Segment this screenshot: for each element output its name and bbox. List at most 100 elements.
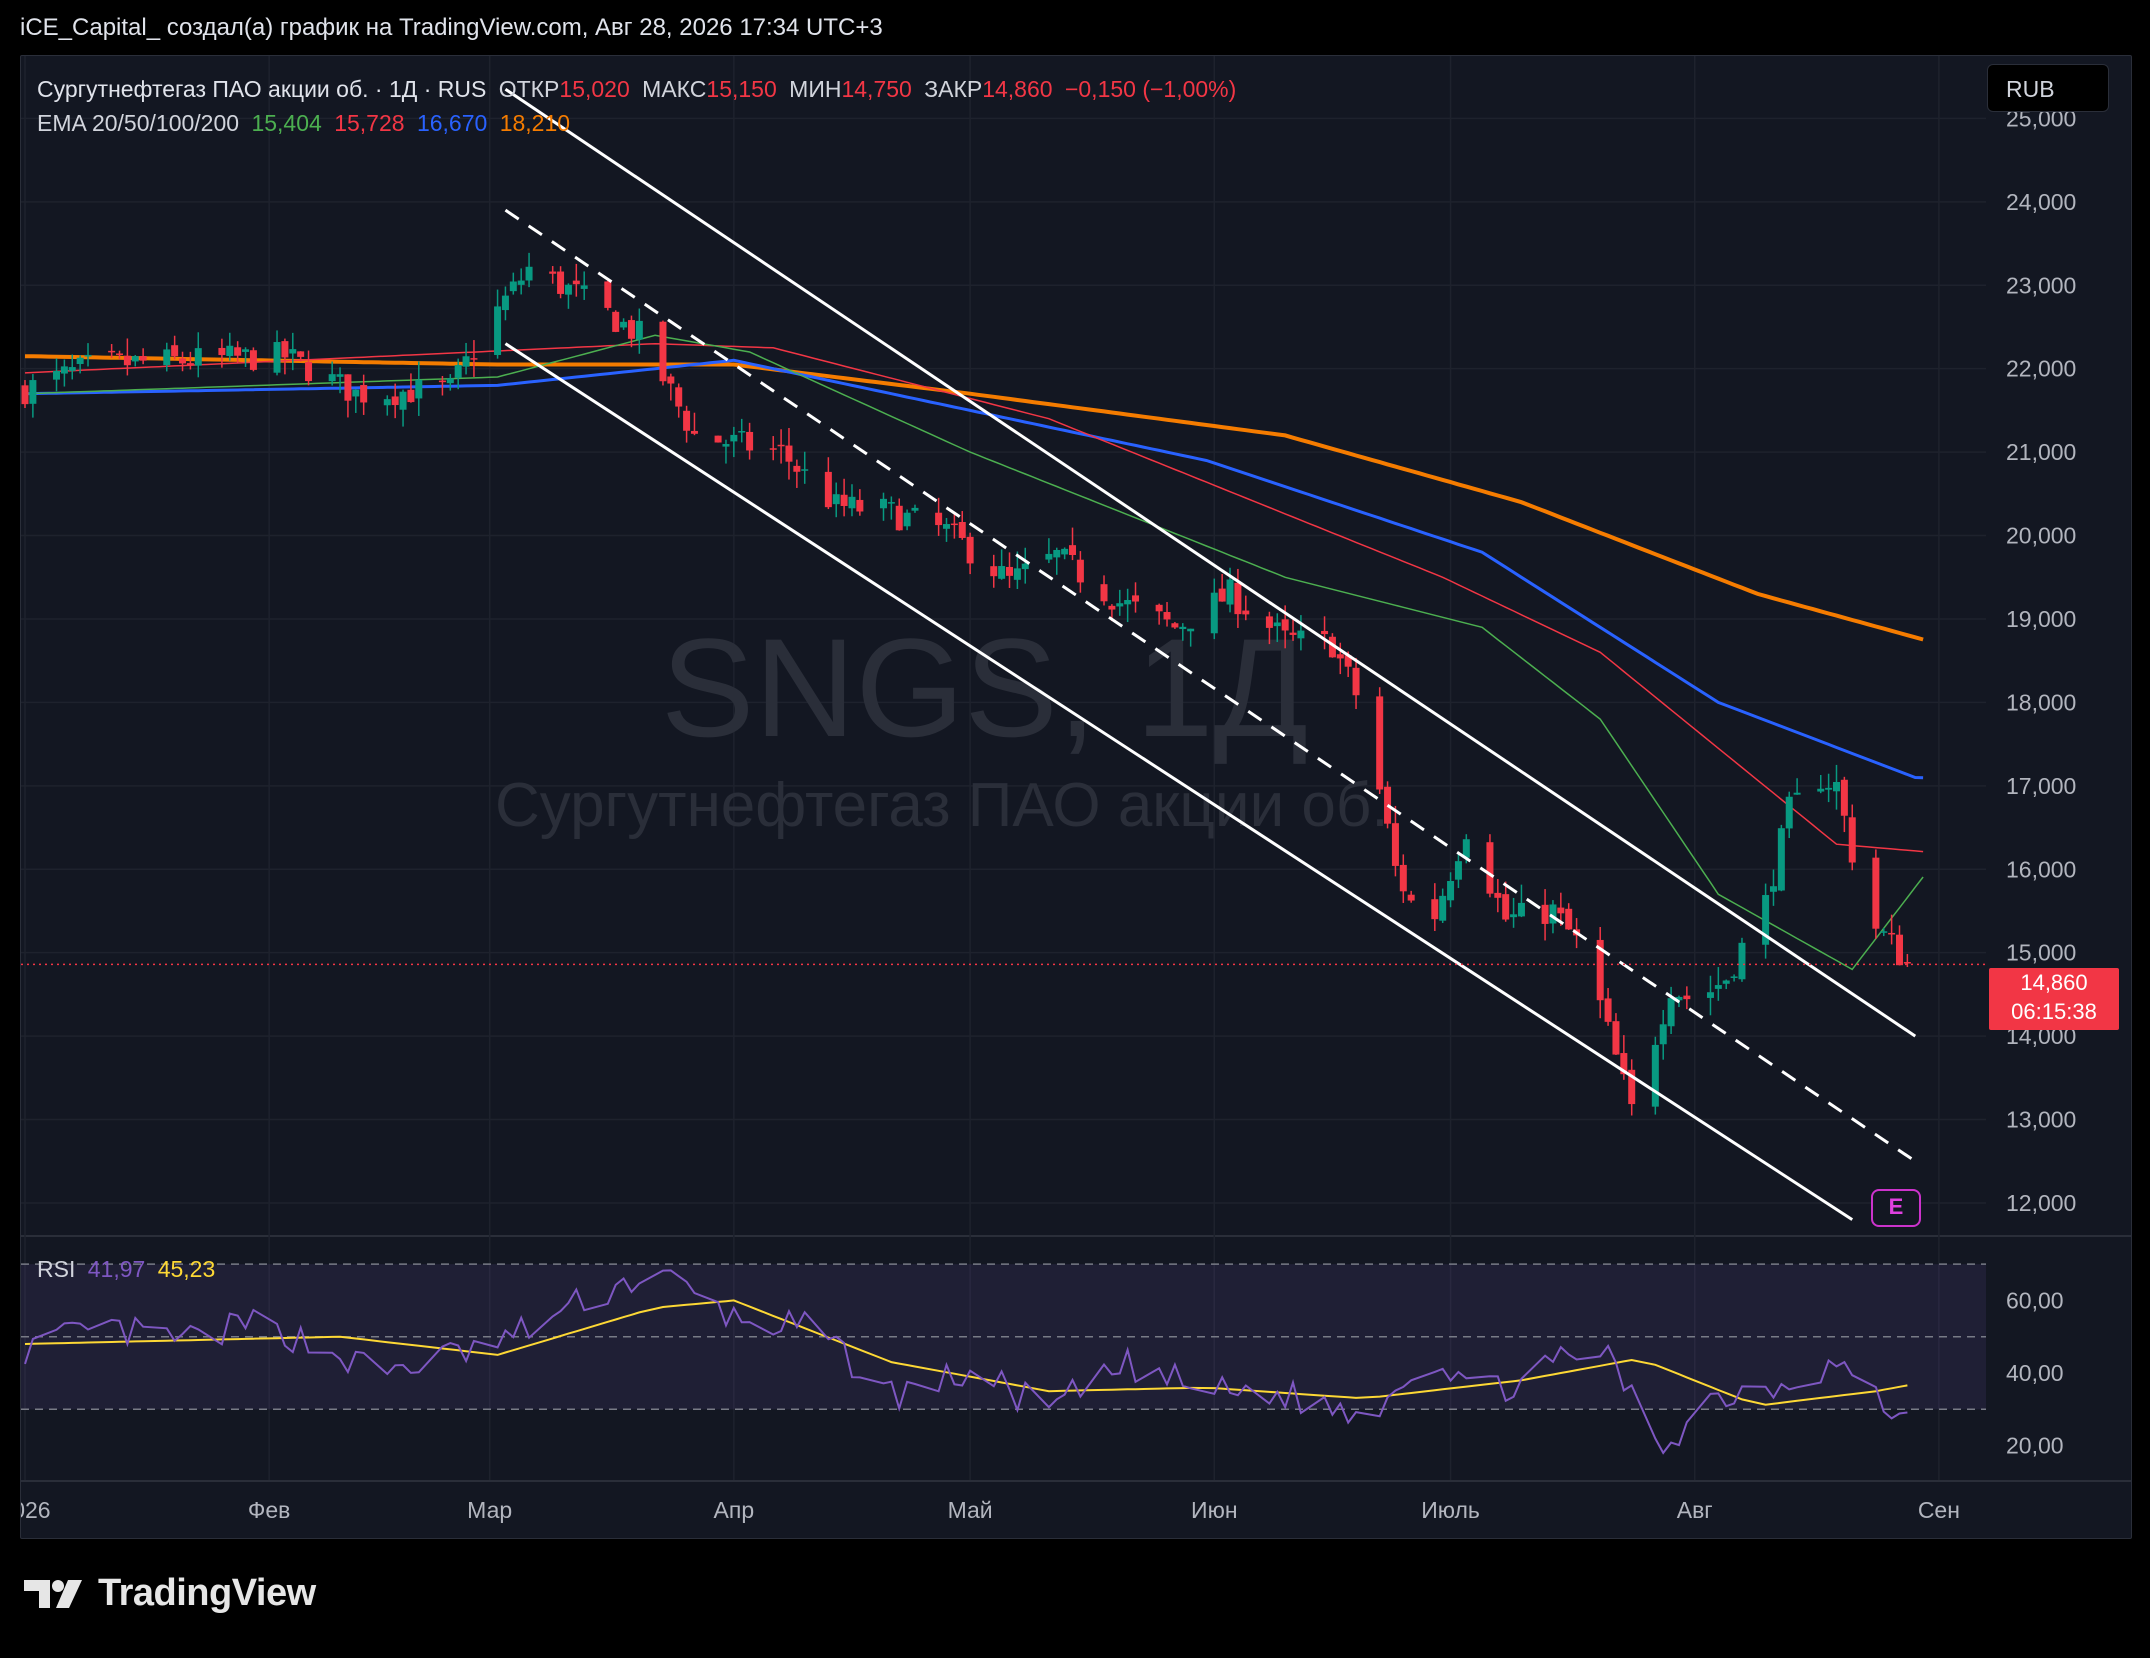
- time-axis: 2026 Фев Мар Апр Май Июн Июль Авг Сен: [21, 1497, 1960, 1523]
- legend-open: 15,020: [559, 76, 630, 102]
- last-price-tag: 14,860 06:15:38: [1989, 968, 2119, 1030]
- candle-down: [746, 431, 754, 451]
- candle-up: [352, 389, 360, 397]
- candle-down: [627, 320, 635, 339]
- legend-high-label: МАКС: [642, 76, 707, 102]
- candle-up: [1785, 796, 1793, 829]
- candle-up: [131, 356, 139, 362]
- candle-up: [194, 348, 202, 366]
- candle-down: [1848, 817, 1856, 863]
- candle-up: [1510, 914, 1518, 918]
- chart-panel[interactable]: SNGS, 1Д Сургутнефтегаз ПАО акции об. 20…: [20, 55, 2132, 1539]
- tradingview-logo[interactable]: TradingView: [24, 1572, 316, 1615]
- candle-down: [1888, 932, 1896, 935]
- candle-down: [1565, 908, 1573, 930]
- time-tick-label: Мар: [467, 1497, 512, 1523]
- candle-down: [714, 435, 722, 443]
- legend-symbol: Сургутнефтегаз ПАО акции об. · 1Д · RUS: [37, 76, 487, 102]
- candle-up: [620, 321, 628, 328]
- last-price-value: 14,860: [2020, 970, 2088, 995]
- candle-down: [1352, 667, 1360, 696]
- candle-down: [21, 385, 29, 405]
- candle-up: [1517, 902, 1525, 917]
- candle-down: [1006, 566, 1014, 576]
- price-tick-label: 13,000: [2006, 1107, 2076, 1133]
- candles: [21, 252, 1911, 1116]
- candle-up: [1832, 781, 1840, 792]
- candle-up: [722, 444, 730, 447]
- candle-up: [1447, 881, 1455, 901]
- legend-open-label: ОТКР: [498, 76, 560, 102]
- price-tick-label: 21,000: [2006, 439, 2076, 465]
- candle-up: [1297, 630, 1305, 639]
- legend-change: −0,150 (−1,00%): [1064, 76, 1237, 102]
- candle-up: [76, 357, 84, 364]
- rsi-line: [24, 1269, 1908, 1455]
- candle-up: [1659, 1024, 1667, 1045]
- legend-rsi: RSI 41,97 45,23: [37, 1256, 221, 1283]
- candle-down: [958, 522, 966, 538]
- candle-down: [1407, 894, 1415, 901]
- time-tick-label: Июн: [1191, 1497, 1237, 1523]
- candle-up: [53, 370, 61, 380]
- time-tick-label: Май: [948, 1497, 993, 1523]
- candle-up: [1714, 985, 1722, 989]
- candle-up: [60, 366, 68, 374]
- candle-up: [1825, 787, 1833, 790]
- candle-up: [1013, 568, 1021, 580]
- candle-down: [1840, 779, 1848, 816]
- price-tick-label: 23,000: [2006, 272, 2076, 298]
- candle-down: [171, 345, 179, 357]
- candle-up: [273, 342, 281, 373]
- channel-boundary: [504, 342, 1854, 1221]
- price-tick-label: 20,000: [2006, 523, 2076, 549]
- candle-up: [517, 280, 525, 285]
- watermark-name: Сургутнефтегаз ПАО акции об.: [495, 771, 1389, 840]
- candle-down: [1557, 907, 1565, 914]
- candle-up: [1730, 976, 1738, 978]
- price-tick-label: 16,000: [2006, 856, 2076, 882]
- rsi-tick-label: 60,00: [2006, 1287, 2064, 1313]
- candle-down: [305, 361, 313, 382]
- legend-ema-label: EMA 20/50/100/200: [37, 110, 240, 136]
- ema100-line: [24, 358, 1924, 780]
- candle-down: [604, 281, 612, 308]
- candle-down: [1328, 636, 1336, 658]
- candle-up: [328, 374, 336, 382]
- candle-down: [1494, 892, 1502, 898]
- price-tick-label: 17,000: [2006, 773, 2076, 799]
- legend-main: Сургутнефтегаз ПАО акции об. · 1Д · RUS …: [37, 76, 1242, 103]
- earnings-icon[interactable]: E: [1871, 1189, 1921, 1227]
- legend-ema20: 15,404: [251, 110, 322, 136]
- candle-up: [1549, 904, 1557, 924]
- candle-up: [1061, 548, 1069, 555]
- time-tick-label: Июль: [1421, 1497, 1480, 1523]
- candle-up: [336, 374, 344, 377]
- candle-down: [234, 347, 242, 356]
- candle-down: [612, 311, 620, 332]
- candle-up: [1706, 992, 1714, 998]
- rsi-ma-line: [24, 1299, 1908, 1406]
- candle-up: [1124, 600, 1132, 605]
- candle-down: [950, 523, 958, 526]
- candle-up: [1462, 839, 1470, 858]
- candle-down: [179, 358, 187, 364]
- candle-down: [840, 494, 848, 506]
- candle-up: [84, 354, 92, 357]
- candle-up: [1045, 553, 1053, 560]
- candle-up: [415, 379, 423, 399]
- time-tick-label: Авг: [1677, 1497, 1713, 1523]
- candle-down: [1872, 857, 1880, 929]
- candle-up: [942, 524, 950, 529]
- candle-up: [494, 306, 502, 355]
- ema200-line: [24, 354, 1924, 642]
- currency-button[interactable]: RUB: [1987, 64, 2109, 112]
- candle-up: [879, 498, 887, 509]
- tradingview-wordmark: TradingView: [98, 1572, 316, 1614]
- candle-up: [1273, 622, 1281, 627]
- candle-down: [1218, 588, 1226, 602]
- candle-down: [1076, 559, 1084, 583]
- chart-canvas[interactable]: SNGS, 1Д Сургутнефтегаз ПАО акции об. 20…: [21, 56, 2131, 1538]
- candle-up: [1667, 998, 1675, 1027]
- candle-down: [1620, 1053, 1628, 1075]
